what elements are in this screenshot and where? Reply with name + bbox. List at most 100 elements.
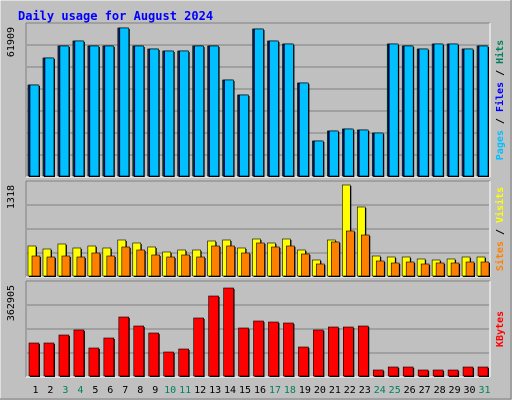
pages-bar [284, 43, 294, 177]
sites-bar [346, 230, 355, 277]
sites-bar [91, 252, 101, 277]
legend-entry: Files [494, 82, 506, 112]
pages-bar [299, 82, 309, 177]
kbytes-bar [298, 346, 309, 377]
sites-bar [241, 252, 250, 277]
pages-bar [388, 43, 399, 177]
kbytes-bar [223, 287, 234, 377]
sites-bar [301, 253, 310, 277]
legend-entry: KBytes [495, 311, 506, 347]
kbytes-bar [402, 366, 414, 377]
day-label: 1 [32, 385, 38, 396]
kbytes-bar [148, 332, 160, 377]
kbytes-bar [58, 334, 70, 377]
sites-bar [151, 254, 161, 277]
day-label: 10 [164, 385, 176, 396]
sites-bar [420, 263, 430, 277]
kbytes-bar [447, 369, 459, 377]
pages-bar [119, 27, 130, 177]
kbytes-bar [193, 317, 204, 377]
kbytes-bar [73, 329, 85, 377]
kbytes-bar [357, 325, 369, 377]
pages-bar [254, 28, 264, 177]
x-axis-labels: 1 2 3 4 5 6 7 8 9 10 11 12 13 14 15 16 17 18 19 20 21 22 23 24 2… [32, 385, 490, 396]
legend-separator: / [495, 223, 506, 241]
sites-bar [316, 263, 325, 277]
day-label: 24 [374, 385, 386, 396]
legend-kbytes: KBytes [495, 311, 506, 347]
day-label: 12 [194, 385, 206, 396]
sites-bar [61, 255, 71, 277]
legend-entry: Hits [494, 40, 506, 64]
pages-bar [448, 43, 459, 177]
day-label: 5 [92, 385, 98, 396]
day-label: 28 [434, 385, 446, 396]
legend-separator: / [495, 64, 506, 82]
pages-bar [44, 57, 55, 177]
kbytes-bar [88, 347, 100, 377]
sites-bar [76, 256, 86, 277]
day-label: 15 [239, 385, 251, 396]
pages-bar [179, 50, 189, 177]
day-label: 3 [62, 385, 68, 396]
kbytes-bar [462, 366, 474, 377]
sites-bar [31, 255, 41, 277]
pages-bar [194, 45, 204, 177]
pages-bar [29, 84, 40, 177]
pages-bar [478, 45, 489, 177]
kbytes-bar [313, 329, 324, 377]
pages-bar [164, 50, 174, 177]
panel-kbytes: 362905 [6, 280, 491, 378]
day-label: 27 [419, 385, 431, 396]
day-label: 30 [464, 385, 476, 396]
day-label: 9 [152, 385, 158, 396]
kbytes-bar [133, 325, 145, 377]
pages-bar [269, 40, 279, 177]
kbytes-bar [432, 369, 444, 377]
kbytes-bar [328, 326, 339, 377]
sites-bar [286, 245, 295, 277]
kbytes-bar [238, 327, 249, 377]
day-label: 14 [224, 385, 236, 396]
day-label: 17 [269, 385, 281, 396]
pages-bar [89, 45, 100, 177]
legend-separator: / [495, 112, 506, 130]
sites-bar [450, 262, 460, 277]
pages-bar [463, 48, 474, 177]
day-label: 4 [77, 385, 83, 396]
pages-bar [149, 48, 160, 177]
sites-bar [106, 255, 116, 277]
day-label: 22 [344, 385, 356, 396]
pages-bar [74, 40, 85, 177]
chart-title: Daily usage for August 2024 [18, 9, 213, 23]
day-label: 13 [209, 385, 221, 396]
y-max-label: 362905 [6, 285, 17, 321]
kbytes-bar [268, 321, 279, 377]
pages-bar [373, 132, 384, 177]
y-max-label: 61909 [6, 27, 17, 57]
day-label: 20 [314, 385, 326, 396]
pages-bar [314, 140, 324, 177]
sites-bar [196, 256, 205, 277]
day-label: 16 [254, 385, 266, 396]
pages-bar [329, 130, 339, 177]
day-label: 26 [404, 385, 416, 396]
kbytes-bar [253, 320, 264, 377]
kbytes-bar [343, 326, 354, 377]
day-label: 21 [329, 385, 341, 396]
y-max-label: 1318 [6, 185, 17, 209]
day-label: 19 [299, 385, 311, 396]
legend-entry: Sites [494, 241, 506, 271]
sites-bar [331, 241, 340, 277]
sites-bar [405, 261, 415, 277]
sites-bar [375, 260, 385, 277]
sites-bar [46, 256, 56, 277]
day-label: 31 [478, 385, 490, 396]
kbytes-bar [283, 322, 294, 377]
kbytes-bar [178, 348, 189, 377]
kbytes-bar [372, 369, 384, 377]
panel-visits-sites: 1318 [6, 180, 491, 278]
legend-entry: Visits [494, 187, 506, 223]
sites-bar [211, 245, 220, 277]
pages-bar [239, 94, 249, 177]
